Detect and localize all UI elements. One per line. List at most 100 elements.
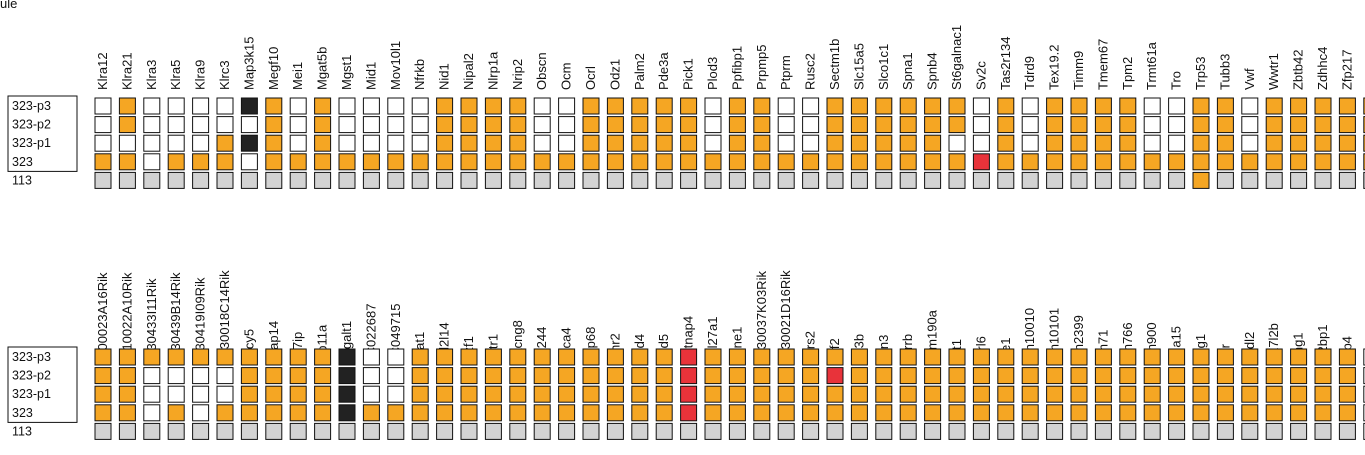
heatmap-cell (1143, 348, 1161, 366)
heatmap-cell (1021, 404, 1039, 422)
heatmap-cell (1021, 367, 1039, 385)
heatmap-cell (436, 367, 454, 385)
heatmap-cell (533, 97, 551, 115)
heatmap-cell (216, 348, 234, 366)
heatmap-cell (411, 422, 429, 440)
heatmap-cell (655, 385, 673, 403)
column-label: Pick1 (681, 58, 696, 90)
heatmap-cell (1241, 171, 1259, 189)
heatmap-cell (265, 422, 283, 440)
heatmap-cell (314, 367, 332, 385)
heatmap-cell (289, 171, 307, 189)
heatmap-cell (533, 404, 551, 422)
heatmap-cell (1143, 385, 1161, 403)
heatmap-cell (606, 367, 624, 385)
heatmap-cell (387, 367, 405, 385)
heatmap-cell (655, 348, 673, 366)
heatmap-cell (558, 422, 576, 440)
heatmap-cell (850, 404, 868, 422)
heatmap-cell (1119, 171, 1137, 189)
row-label: 323-p3 (12, 99, 51, 113)
heatmap-cell (1143, 404, 1161, 422)
heatmap-cell (972, 171, 990, 189)
heatmap-cell (118, 404, 136, 422)
heatmap-cell (362, 171, 380, 189)
column-label: Klra12 (95, 52, 110, 90)
heatmap-cell (899, 404, 917, 422)
heatmap-cell (1070, 153, 1088, 171)
heatmap-cell (680, 153, 698, 171)
heatmap-cell (143, 171, 161, 189)
heatmap-cell (509, 385, 527, 403)
heatmap-cell (1314, 153, 1332, 171)
heatmap-cell (192, 404, 210, 422)
heatmap-cell (948, 153, 966, 171)
column-label: Nipal2 (461, 53, 476, 90)
heatmap-cell (1338, 385, 1356, 403)
heatmap-cell (1143, 134, 1161, 152)
heatmap-cell (948, 404, 966, 422)
heatmap-cell (753, 367, 771, 385)
heatmap-cell (655, 116, 673, 134)
heatmap-cell (1046, 348, 1064, 366)
heatmap-cell (924, 97, 942, 115)
heatmap-cell (143, 116, 161, 134)
heatmap-cell (216, 134, 234, 152)
heatmap-cell (533, 153, 551, 171)
column-label: Sv2c (973, 61, 988, 90)
heatmap-cell (753, 385, 771, 403)
heatmap-cell (1241, 404, 1259, 422)
heatmap-cell (118, 348, 136, 366)
heatmap-cell (484, 134, 502, 152)
column-label: Timm9 (1071, 51, 1086, 90)
heatmap-cell (631, 97, 649, 115)
heatmap-cell (314, 404, 332, 422)
heatmap-cell (558, 348, 576, 366)
heatmap-cell (118, 422, 136, 440)
heatmap-cell (192, 171, 210, 189)
heatmap-cell (802, 404, 820, 422)
heatmap-cell (338, 367, 356, 385)
heatmap-cell (948, 348, 966, 366)
heatmap-cell (289, 367, 307, 385)
heatmap-cell (948, 97, 966, 115)
heatmap-cell (1046, 153, 1064, 171)
heatmap-cell (192, 385, 210, 403)
heatmap-cell (338, 385, 356, 403)
column-label: Odz1 (607, 59, 622, 90)
heatmap-cell (1314, 367, 1332, 385)
heatmap-cell (436, 404, 454, 422)
heatmap-cell (899, 134, 917, 152)
heatmap-cell (216, 153, 234, 171)
heatmap-cell (1046, 171, 1064, 189)
heatmap-cell (1046, 367, 1064, 385)
heatmap-cell (362, 422, 380, 440)
column-label: 4930433I11Rik (144, 278, 159, 365)
heatmap-cell (460, 97, 478, 115)
column-label: Zfp217 (1339, 50, 1354, 90)
heatmap-cell (1168, 134, 1186, 152)
heatmap-cell (143, 153, 161, 171)
heatmap-cell (167, 348, 185, 366)
heatmap-cell (875, 404, 893, 422)
heatmap-cell (1290, 116, 1308, 134)
heatmap-cell (1119, 422, 1137, 440)
heatmap-cell (192, 116, 210, 134)
heatmap-cell (1290, 134, 1308, 152)
heatmap-cell (1192, 404, 1210, 422)
heatmap-cell (1241, 134, 1259, 152)
heatmap-cell (484, 348, 502, 366)
heatmap-cell (1143, 97, 1161, 115)
column-label: Nfrkb (412, 59, 427, 90)
heatmap-cell (1216, 348, 1234, 366)
column-label: Tdrd9 (1022, 56, 1037, 90)
heatmap-cell (802, 134, 820, 152)
heatmap-cell (997, 367, 1015, 385)
heatmap-cell (558, 367, 576, 385)
heatmap-cell (338, 97, 356, 115)
heatmap-cell (167, 367, 185, 385)
heatmap-cell (1290, 97, 1308, 115)
heatmap-cell (460, 171, 478, 189)
heatmap-cell (1046, 116, 1064, 134)
heatmap-cell (850, 171, 868, 189)
